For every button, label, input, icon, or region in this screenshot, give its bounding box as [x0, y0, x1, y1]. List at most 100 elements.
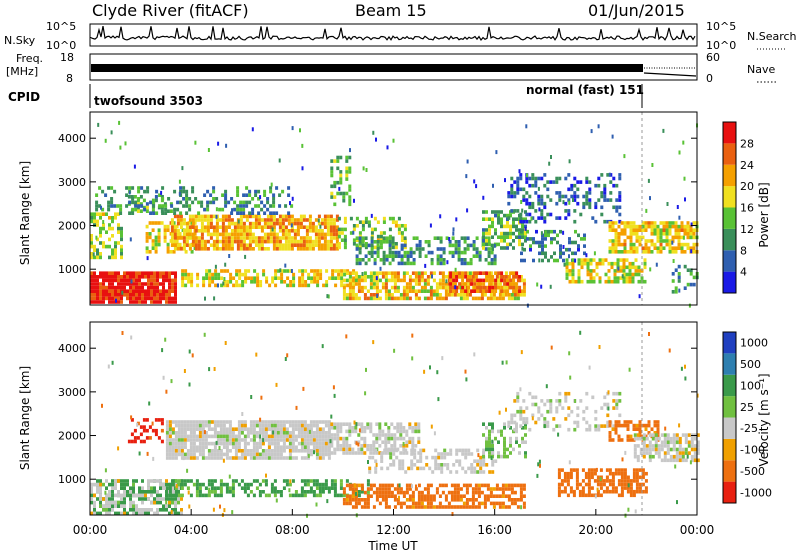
heatmap-cell	[261, 452, 265, 457]
heatmap-cell	[117, 500, 120, 505]
heatmap-cell	[327, 452, 331, 457]
heatmap-cell	[435, 296, 439, 301]
heatmap-cell	[343, 234, 347, 239]
heatmap-cell	[207, 427, 211, 431]
heatmap-cell	[101, 207, 105, 212]
heatmap-cell	[681, 458, 685, 463]
colorbar-frame	[722, 121, 737, 294]
heatmap-cell	[465, 505, 469, 509]
heatmap-cell	[447, 293, 451, 297]
heatmap-cell	[230, 197, 234, 201]
heatmap-cell	[150, 289, 153, 293]
heatmap-cell	[575, 468, 579, 472]
heatmap-cell	[185, 197, 189, 201]
heatmap-cell	[293, 232, 297, 237]
heatmap-cell	[516, 505, 520, 509]
heatmap-cell	[635, 232, 639, 236]
heatmap-cell	[117, 285, 120, 290]
heatmap-cell	[327, 420, 331, 424]
heatmap-cell	[518, 242, 521, 247]
heatmap-cell	[336, 493, 340, 498]
heatmap-cell	[180, 511, 183, 516]
heatmap-cell	[406, 250, 410, 255]
heatmap-cell	[369, 426, 373, 430]
heatmap-cell	[241, 283, 245, 288]
heatmap-cell	[138, 285, 141, 290]
heatmap-cell	[402, 285, 406, 290]
heatmap-cell	[618, 399, 622, 403]
heatmap-cell	[403, 254, 407, 258]
heatmap-cell	[291, 438, 295, 442]
heatmap-cell	[186, 452, 190, 457]
heatmap-cell	[657, 436, 661, 441]
heatmap-cell	[183, 427, 187, 431]
heatmap-cell	[293, 239, 297, 244]
heatmap-cell	[603, 219, 607, 224]
heatmap-cell	[617, 242, 621, 247]
heatmap-cell	[519, 216, 523, 220]
heatmap-cell	[573, 176, 577, 181]
heatmap-cell	[373, 245, 377, 250]
heatmap-cell	[108, 500, 111, 505]
heatmap-cell	[370, 247, 374, 251]
heatmap-cell	[402, 278, 406, 283]
heatmap-cell	[616, 261, 620, 266]
heatmap-cell	[391, 236, 395, 240]
heatmap-cell	[655, 262, 658, 267]
heatmap-cell	[174, 285, 177, 290]
heatmap-cell	[608, 228, 612, 232]
heatmap-cell	[348, 296, 352, 301]
heatmap-cell	[342, 198, 346, 203]
heatmap-cell	[438, 501, 442, 506]
heatmap-cell	[132, 493, 135, 498]
heatmap-cell	[327, 294, 330, 299]
heatmap-cell	[173, 232, 177, 237]
heatmap-cell	[263, 232, 267, 237]
heatmap-cell	[392, 463, 396, 467]
heatmap-cell	[307, 276, 311, 280]
heatmap-cell	[519, 483, 523, 488]
heatmap-cell	[104, 193, 108, 197]
heatmap-cell	[567, 212, 571, 217]
heatmap-cell	[330, 482, 334, 487]
heatmap-cell	[603, 194, 607, 199]
heatmap-cell	[153, 486, 156, 490]
heatmap-cell	[327, 490, 331, 494]
heatmap-cell	[372, 433, 376, 437]
heatmap-cell	[583, 258, 587, 262]
heatmap-cell	[366, 498, 370, 502]
heatmap-cell	[485, 463, 489, 467]
heatmap-cell	[126, 271, 129, 275]
heatmap-cell	[448, 237, 451, 241]
heatmap-cell	[543, 173, 547, 177]
heatmap-cell	[348, 271, 352, 275]
heatmap-cell	[656, 235, 660, 240]
heatmap-cell	[572, 468, 576, 472]
heatmap-cell	[315, 427, 319, 431]
heatmap-cell	[491, 210, 494, 214]
heatmap-cell	[405, 429, 409, 434]
heatmap-cell	[651, 454, 655, 459]
heatmap-cell	[387, 433, 391, 437]
heatmap-cell	[504, 178, 506, 183]
heatmap-cell	[99, 285, 102, 290]
heatmap-cell	[188, 204, 192, 208]
heatmap-cell	[291, 427, 295, 431]
heatmap-cell	[105, 500, 108, 505]
heatmap-cell	[289, 280, 293, 284]
heatmap-cell	[544, 251, 547, 256]
heatmap-cell	[306, 441, 310, 446]
heatmap-cell	[154, 250, 158, 254]
heatmap-cell	[363, 490, 367, 495]
heatmap-cell	[318, 493, 322, 498]
heatmap-cell	[168, 271, 171, 275]
heatmap-cell	[315, 493, 319, 498]
heatmap-cell	[254, 239, 258, 244]
heatmap-cell	[180, 441, 184, 446]
heatmap-cell	[285, 438, 289, 442]
heatmap-cell	[626, 224, 630, 229]
heatmap-cell	[455, 289, 459, 293]
heatmap-cell	[683, 228, 687, 232]
heatmap-cell	[378, 271, 382, 275]
heatmap-cell	[202, 276, 206, 280]
